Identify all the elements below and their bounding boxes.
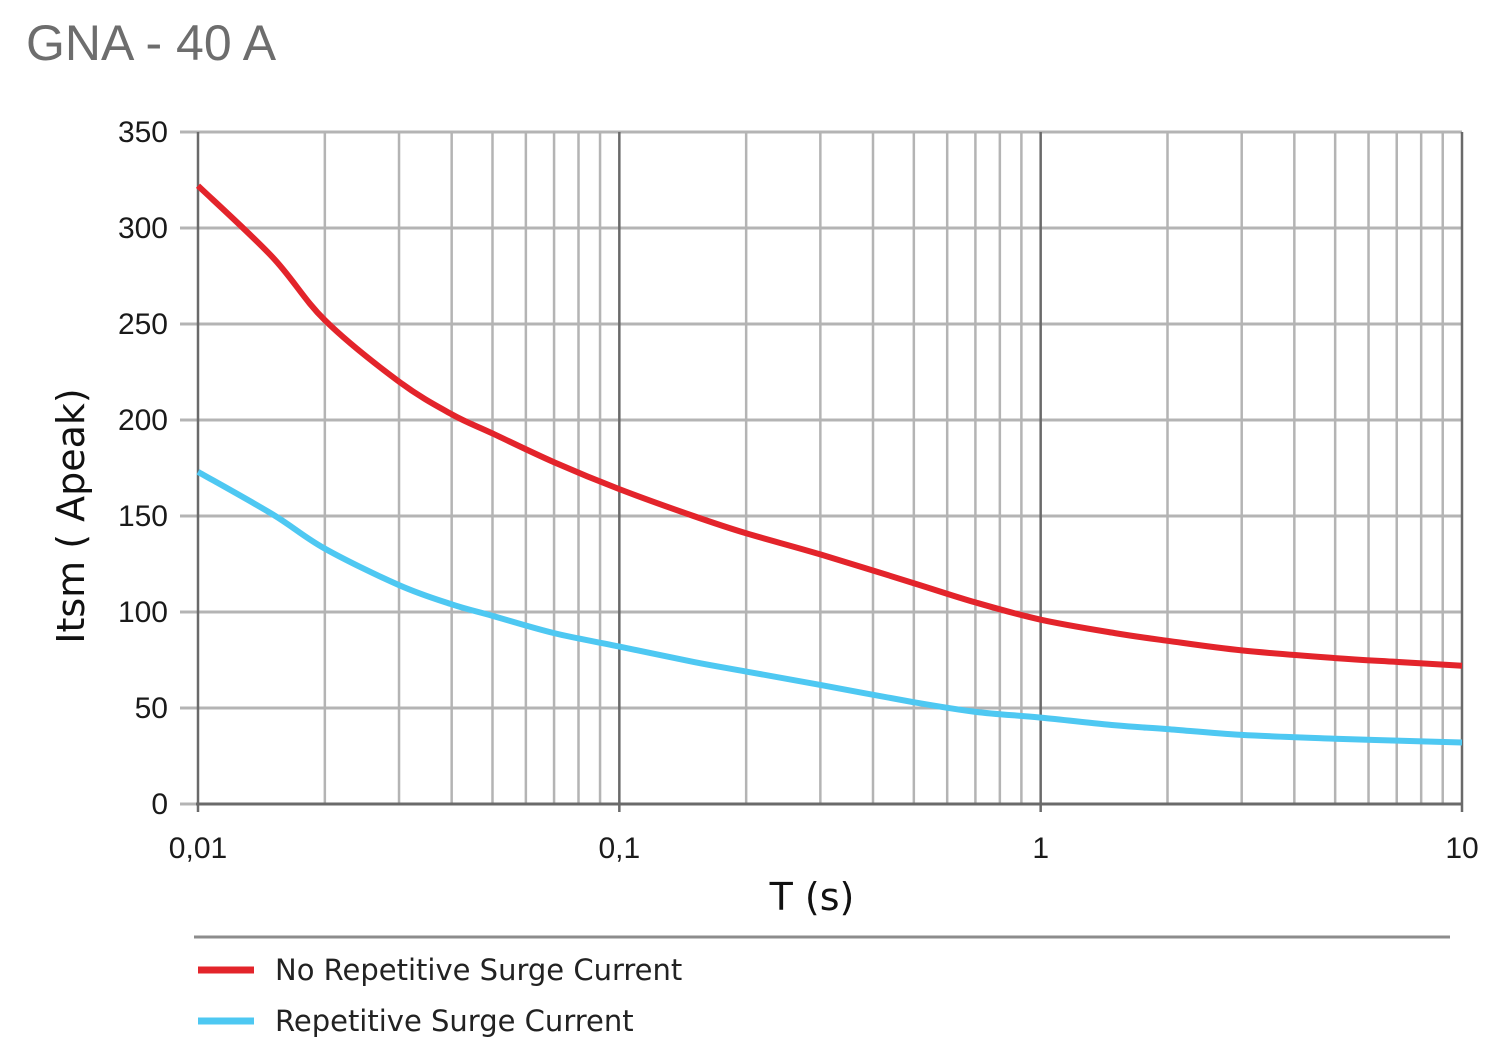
y-tick-label: 100 <box>118 596 168 629</box>
legend-label-repetitive: Repetitive Surge Current <box>275 1004 634 1038</box>
y-tick-label: 150 <box>118 500 168 533</box>
y-tick-label: 250 <box>118 308 168 341</box>
x-tick-labels: 0,01 0,1 1 10 <box>169 832 1479 865</box>
y-tick-label: 350 <box>118 116 168 149</box>
y-tick-labels: 0 50 100 150 200 250 300 350 <box>118 116 168 821</box>
x-tick-label: 0,1 <box>598 832 640 865</box>
chart-title: GNA - 40 A <box>26 15 277 71</box>
legend: No Repetitive Surge Current Repetitive S… <box>198 953 682 1038</box>
series-line-no-repetitive <box>195 183 1463 669</box>
grid-layer <box>180 130 1464 812</box>
x-tick-label: 10 <box>1445 832 1478 865</box>
y-axis-label: Itsm ( Apeak) <box>49 388 93 644</box>
series-layer <box>195 183 1463 746</box>
y-tick-label: 0 <box>151 788 168 821</box>
x-axis-label: T (s) <box>769 875 855 919</box>
x-tick-label: 1 <box>1032 832 1049 865</box>
y-tick-label: 50 <box>135 692 168 725</box>
series-line-repetitive <box>196 469 1463 746</box>
y-tick-label: 200 <box>118 404 168 437</box>
y-tick-label: 300 <box>118 212 168 245</box>
x-tick-label: 0,01 <box>169 832 227 865</box>
legend-label-no-repetitive: No Repetitive Surge Current <box>275 953 682 987</box>
